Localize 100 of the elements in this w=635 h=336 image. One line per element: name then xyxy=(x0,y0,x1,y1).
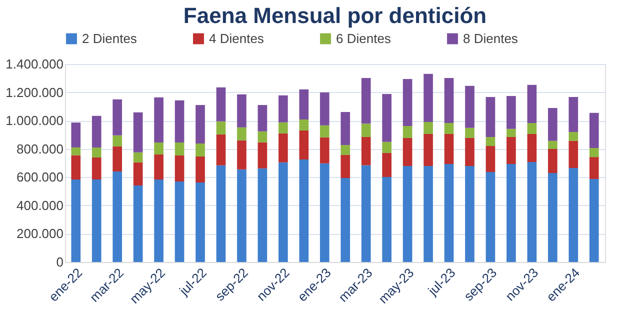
bar xyxy=(340,178,350,262)
bar xyxy=(112,171,122,262)
legend-label: 8 Dientes xyxy=(463,30,518,46)
bar xyxy=(320,92,330,126)
y-tick-label: 1.400.000 xyxy=(6,56,64,72)
bar xyxy=(506,128,516,137)
bar xyxy=(92,157,102,180)
bar xyxy=(71,155,81,180)
bar xyxy=(361,78,371,124)
bar xyxy=(424,74,433,122)
bar xyxy=(320,163,330,262)
bar xyxy=(548,149,558,174)
bar xyxy=(527,122,537,134)
bar xyxy=(506,96,516,129)
bar xyxy=(382,142,392,153)
legend-label: 4 Dientes xyxy=(209,30,264,46)
bar xyxy=(589,178,599,262)
bar xyxy=(133,152,143,162)
bar xyxy=(216,87,226,122)
bar xyxy=(174,156,184,182)
bar xyxy=(402,166,412,262)
bar xyxy=(568,96,578,132)
bar xyxy=(174,100,184,142)
bar xyxy=(568,140,578,168)
bar xyxy=(444,78,454,123)
bar xyxy=(299,159,309,262)
bar xyxy=(527,134,537,162)
bar xyxy=(589,157,599,179)
bar xyxy=(340,112,350,146)
bar xyxy=(486,146,496,172)
bar xyxy=(196,105,205,144)
bar xyxy=(278,95,288,122)
bar xyxy=(216,121,226,134)
bar xyxy=(258,142,268,168)
bar xyxy=(568,132,578,141)
y-tick-label: 200.000 xyxy=(16,226,64,242)
bar xyxy=(361,165,371,262)
bar xyxy=(486,96,496,137)
bar xyxy=(196,143,205,156)
y-tick-label: 0 xyxy=(56,254,64,270)
bar xyxy=(568,168,578,262)
legend-label: 2 Dientes xyxy=(82,30,138,46)
y-tick-label: 800.000 xyxy=(16,141,64,156)
bar xyxy=(154,154,164,180)
y-tick-label: 600.000 xyxy=(16,170,64,185)
bar xyxy=(112,146,122,172)
legend-label: 6 Dientes xyxy=(336,30,392,46)
bar xyxy=(424,166,433,262)
bar xyxy=(174,142,184,156)
bar xyxy=(340,154,350,178)
bar xyxy=(237,140,246,170)
bar xyxy=(361,136,371,166)
bar xyxy=(258,168,268,262)
bar xyxy=(196,182,205,262)
bar xyxy=(299,89,309,120)
bar xyxy=(548,108,558,141)
bar xyxy=(548,173,558,262)
bar xyxy=(465,166,474,262)
bar xyxy=(402,126,412,138)
bar xyxy=(258,105,268,132)
chart-title: Faena Mensual por dentición xyxy=(183,3,487,28)
bar xyxy=(154,142,164,155)
bar xyxy=(112,99,122,136)
bar xyxy=(71,147,81,156)
bar xyxy=(174,182,184,262)
bar xyxy=(278,122,288,134)
bar xyxy=(237,169,246,262)
bar xyxy=(465,138,474,166)
bar xyxy=(154,97,164,142)
bar xyxy=(382,177,392,262)
bar xyxy=(71,122,81,148)
bar xyxy=(278,162,288,262)
bar xyxy=(424,122,433,134)
bar xyxy=(382,152,392,177)
bar xyxy=(361,124,371,137)
bar xyxy=(216,134,226,166)
bar xyxy=(71,180,81,262)
bar xyxy=(237,127,246,140)
bar xyxy=(320,125,330,138)
bar xyxy=(465,86,474,128)
bar xyxy=(133,185,143,262)
bar xyxy=(154,180,164,262)
bar xyxy=(506,136,516,164)
y-tick-label: 400.000 xyxy=(16,198,64,213)
bar xyxy=(133,112,143,152)
bar xyxy=(444,134,454,164)
bar xyxy=(548,140,558,149)
bar xyxy=(444,164,454,262)
bar xyxy=(299,130,309,160)
bar xyxy=(196,156,205,183)
bar xyxy=(589,112,599,148)
bar xyxy=(320,137,330,164)
bar xyxy=(506,164,516,262)
y-tick-label: 1.200.000 xyxy=(6,84,64,100)
bar xyxy=(299,119,309,130)
bar xyxy=(258,131,268,142)
bar xyxy=(486,172,496,262)
bar xyxy=(92,116,102,148)
bar xyxy=(382,94,392,142)
bar xyxy=(278,133,288,162)
